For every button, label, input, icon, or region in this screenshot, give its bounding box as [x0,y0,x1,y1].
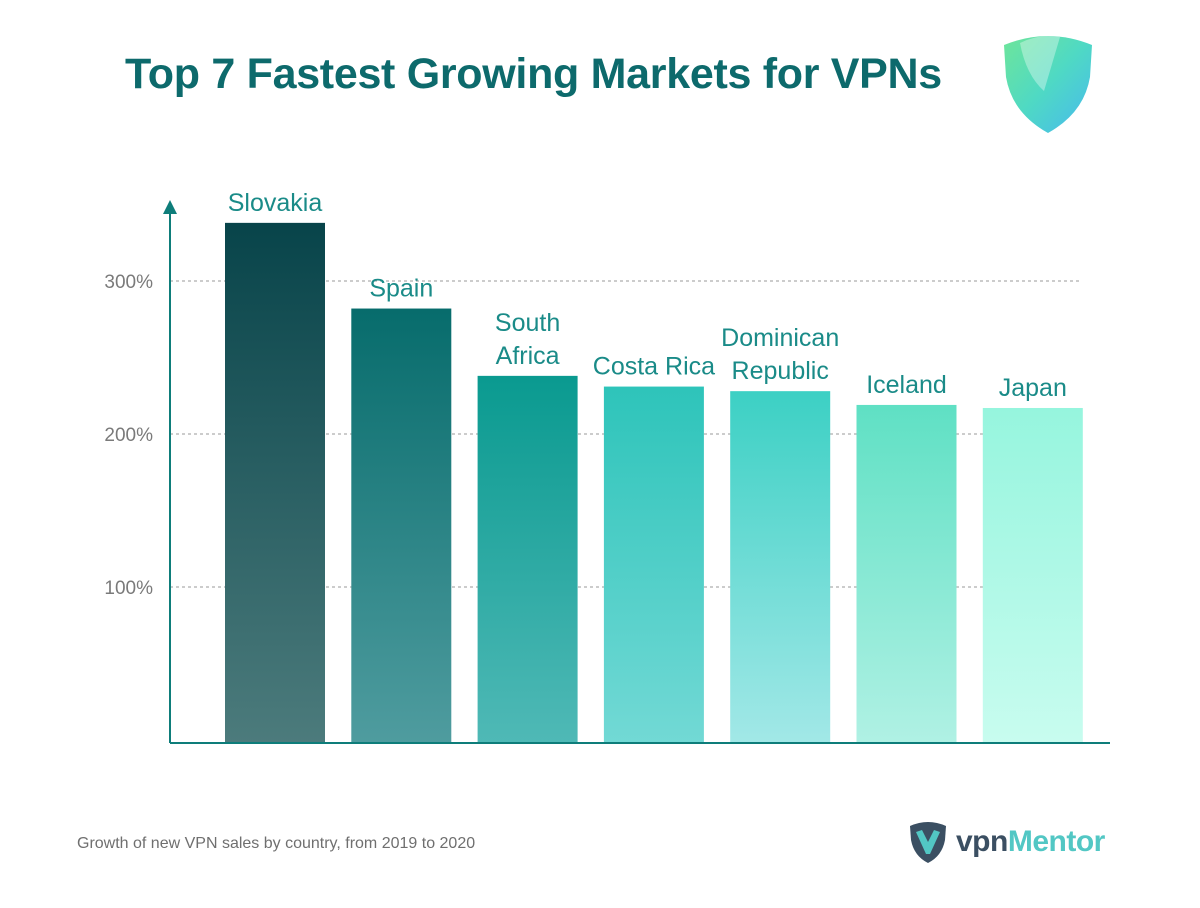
y-tick-label: 100% [104,578,153,599]
bar-iceland [856,404,957,743]
y-axis-arrow [163,200,177,214]
category-label: Costa Rica [593,353,715,381]
vpnmentor-wordmark: vpnMentor [956,825,1105,859]
brand-mentor-text: Mentor [1007,825,1106,858]
category-label: Iceland [866,371,947,399]
category-label: Republic [732,357,829,385]
shield-logo-icon [1004,35,1092,133]
category-label: Spain [369,275,433,303]
category-label: Japan [999,374,1067,402]
category-label: Slovakia [228,189,323,217]
category-label: Dominican [721,324,839,352]
bar-slovakia [225,222,325,744]
y-tick-label: 200% [104,425,153,446]
y-tick-label: 300% [104,272,153,293]
bar-spain [351,308,452,743]
chart-title: Top 7 Fastest Growing Markets for VPNs [125,50,942,98]
bar-japan [982,407,1083,743]
bar-costa-rica [603,386,704,743]
bar-south-africa [477,375,578,743]
category-label: South [495,309,560,337]
vpnmentor-brand[interactable]: vpnMentor [908,820,1118,866]
bar-dominican-republic [730,391,831,743]
vpnmentor-shield-icon [910,822,946,863]
chart-footnote: Growth of new VPN sales by country, from… [77,835,476,852]
brand-vpn-text: vpn [956,825,1008,858]
category-label: Africa [496,342,560,370]
